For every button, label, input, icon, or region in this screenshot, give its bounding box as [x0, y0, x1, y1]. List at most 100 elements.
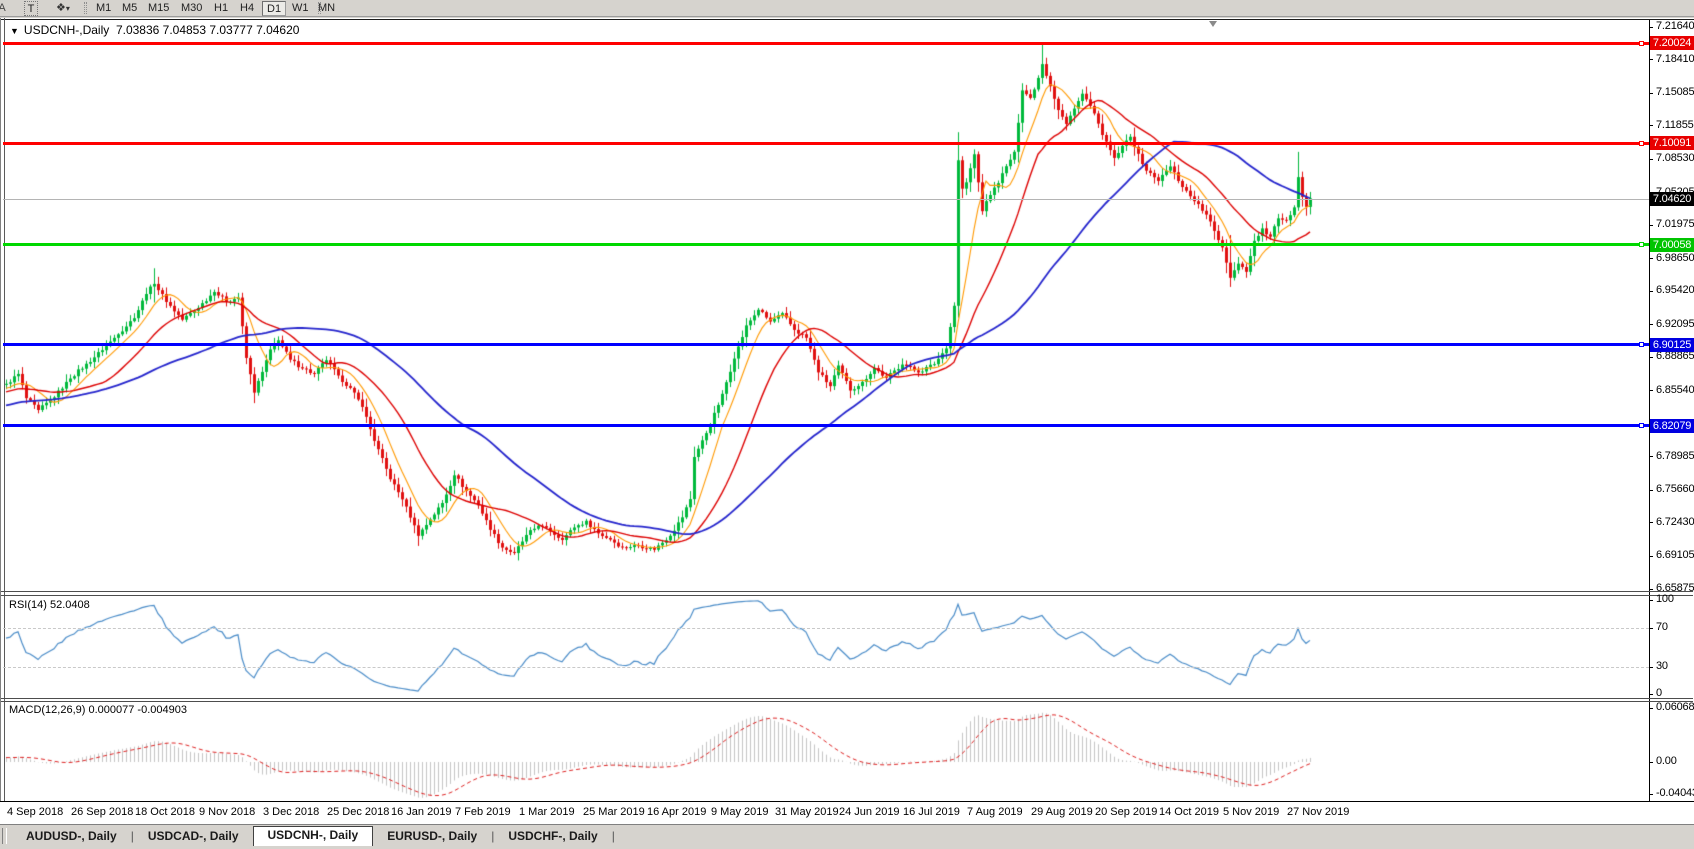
date-axis-label: 7 Feb 2019 [455, 806, 511, 818]
chart-title-bar: ▼ USDCNH-,Daily 7.03836 7.04853 7.03777 7… [10, 23, 299, 37]
price-axis-label: 6.78985 [1656, 450, 1694, 462]
date-axis-label: 9 May 2019 [711, 806, 769, 818]
price-axis-tick [1649, 93, 1653, 94]
date-axis-label: 16 Apr 2019 [647, 806, 707, 818]
price-axis-label: 7.18410 [1656, 53, 1694, 65]
price-axis-tick [1649, 556, 1653, 557]
price-axis-label: 7.15085 [1656, 86, 1694, 98]
date-axis-label: 29 Aug 2019 [1031, 806, 1093, 818]
chart-shift-marker-icon[interactable] [1209, 21, 1217, 27]
price-axis-tick [1649, 390, 1653, 391]
price-axis-label: 6.85540 [1656, 384, 1694, 396]
date-axis-line [0, 801, 1694, 802]
price-axis-label: 7.21640 [1656, 20, 1694, 32]
panel-splitter [1, 595, 1693, 596]
price-tag: 7.20024 [1650, 36, 1694, 50]
hline-handle[interactable] [1639, 41, 1644, 46]
price-axis-label: 6.69105 [1656, 549, 1694, 561]
price-axis-label: 6.75660 [1656, 483, 1694, 495]
hline-handle[interactable] [1639, 141, 1644, 146]
chart-tab-eurusd[interactable]: EURUSD-, Daily [387, 829, 478, 843]
price-axis-label: 7.08530 [1656, 152, 1694, 164]
tab-scroll-grip[interactable] [2, 828, 7, 844]
price-tag: 6.82079 [1650, 419, 1694, 433]
macd-axis-tick [1649, 762, 1653, 763]
price-tag: 7.10091 [1650, 136, 1694, 150]
hline-resistance[interactable] [3, 42, 1649, 45]
rsi-axis-label: 100 [1656, 593, 1674, 605]
chart-tab-audusd[interactable]: AUDUSD-, Daily [26, 829, 117, 843]
current-price-line [3, 199, 1649, 200]
rsi-axis-label: 70 [1656, 621, 1668, 633]
hline-handle[interactable] [1639, 423, 1644, 428]
date-axis-label: 1 Mar 2019 [519, 806, 575, 818]
date-axis-label: 4 Sep 2018 [7, 806, 64, 818]
chart-tab-usdchf[interactable]: USDCHF-, Daily [508, 829, 598, 843]
date-axis-label: 16 Jan 2019 [391, 806, 452, 818]
rsi-panel-label: RSI(14) 52.0408 [9, 599, 90, 611]
date-axis-label: 9 Nov 2018 [199, 806, 256, 818]
date-axis-label: 16 Jul 2019 [903, 806, 960, 818]
date-axis-label: 24 Jun 2019 [839, 806, 900, 818]
macd-axis-tick [1649, 708, 1653, 709]
macd-panel-label: MACD(12,26,9) 0.000077 -0.004903 [9, 704, 187, 716]
macd-axis-label: 0.00 [1656, 755, 1677, 767]
tab-separator: | [491, 829, 495, 843]
price-axis-tick [1649, 258, 1653, 259]
macd-axis-label: -0.040432 [1656, 787, 1694, 799]
price-axis-tick [1649, 59, 1653, 60]
price-axis-tick [1649, 456, 1653, 457]
date-axis-label: 3 Dec 2018 [263, 806, 320, 818]
rsi-axis-label: 0 [1656, 687, 1662, 699]
chart-title: USDCNH-,Daily [23, 23, 110, 37]
price-axis-label: 7.01975 [1656, 218, 1694, 230]
price-axis-tick [1649, 522, 1653, 523]
macd-axis-label: 0.060687 [1656, 701, 1694, 713]
price-axis-tick [1649, 357, 1653, 358]
hline-handle[interactable] [1639, 242, 1644, 247]
hline-support[interactable] [3, 424, 1649, 427]
price-axis-label: 6.92095 [1656, 318, 1694, 330]
rsi-axis-tick [1649, 628, 1653, 629]
price-axis-tick [1649, 27, 1653, 28]
date-axis-label: 25 Mar 2019 [583, 806, 645, 818]
date-axis-label: 7 Aug 2019 [967, 806, 1023, 818]
panel-splitter[interactable] [1, 591, 1693, 592]
date-axis-label: 5 Nov 2019 [1223, 806, 1280, 818]
panel-splitter [1, 701, 1693, 702]
macd-axis-tick [1649, 794, 1653, 795]
price-axis-label: 6.98650 [1656, 252, 1694, 264]
chart-tab-bar: AUDUSD-, Daily | USDCAD-, Daily USDCNH-, Da… [0, 824, 1694, 849]
rsi-axis-tick [1649, 667, 1653, 668]
price-axis-label: 6.65875 [1656, 582, 1694, 594]
hline-support[interactable] [3, 243, 1649, 246]
date-axis-label: 31 May 2019 [775, 806, 839, 818]
date-axis[interactable]: 4 Sep 2018 26 Sep 2018 18 Oct 2018 9 Nov 20… [0, 801, 1694, 824]
price-axis-tick [1649, 125, 1653, 126]
date-axis-label: 25 Dec 2018 [327, 806, 390, 818]
price-tag: 6.90125 [1650, 338, 1694, 352]
hline-handle[interactable] [1639, 342, 1644, 347]
price-axis-tick [1649, 159, 1653, 160]
current-price-tag: 7.04620 [1650, 192, 1694, 206]
price-axis-tick [1649, 291, 1653, 292]
hline-support[interactable] [3, 343, 1649, 346]
rsi-axis-tick [1649, 694, 1653, 695]
collapse-triangle-icon[interactable]: ▼ [10, 26, 19, 36]
hline-resistance[interactable] [3, 142, 1649, 145]
price-axis-label: 6.88865 [1656, 350, 1694, 362]
date-axis-label: 14 Oct 2019 [1159, 806, 1219, 818]
tab-separator: | [611, 829, 615, 843]
tab-separator: | [130, 829, 134, 843]
date-axis-label: 26 Sep 2018 [71, 806, 134, 818]
price-axis-tick [1649, 324, 1653, 325]
price-axis-line [1649, 20, 1650, 801]
price-axis-label: 6.72430 [1656, 516, 1694, 528]
rsi-level-line [3, 628, 1649, 629]
chart-tab-usdcad[interactable]: USDCAD-, Daily [147, 829, 239, 843]
price-axis-label: 6.95420 [1656, 284, 1694, 296]
rsi-axis-label: 30 [1656, 660, 1668, 672]
panel-splitter[interactable] [1, 698, 1693, 699]
chart-tab-usdcnh[interactable]: USDCNH-, Daily [252, 826, 374, 846]
